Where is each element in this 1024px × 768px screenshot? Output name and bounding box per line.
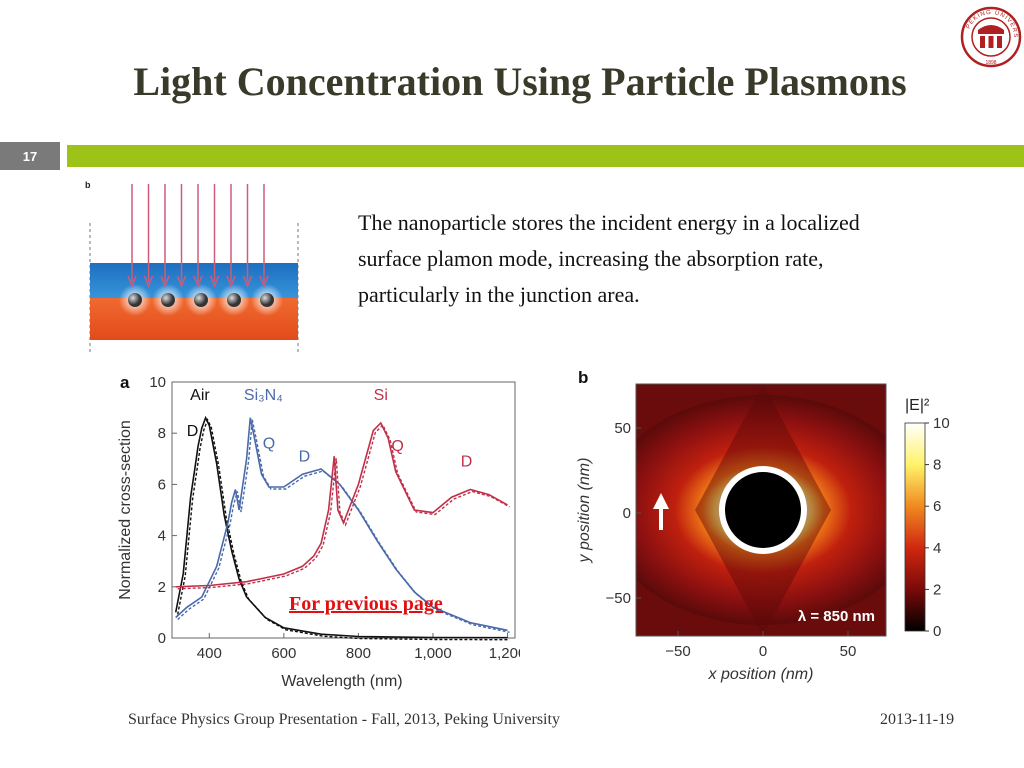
arrow-head-icon	[127, 275, 137, 289]
series-line	[175, 421, 508, 588]
colorbar-tick-label: 0	[933, 623, 941, 640]
wavelength-annotation: λ = 850 nm	[798, 608, 875, 625]
series-line-dashed	[177, 418, 510, 641]
x-tick-label: 800	[346, 645, 371, 662]
curve-annotation: D	[187, 423, 199, 440]
y-tick-label: 8	[158, 425, 166, 442]
arrow-head-icon	[143, 275, 154, 289]
y-tick-label: 0	[158, 630, 166, 647]
previous-page-link[interactable]: For previous page	[289, 593, 443, 615]
curve-annotation: Si	[374, 387, 388, 404]
y-tick-label: 6	[158, 476, 166, 493]
colorbar-tick-label: 4	[933, 540, 941, 557]
footer-text: Surface Physics Group Presentation - Fal…	[128, 711, 560, 728]
cross-section-chart: a 0 2 4 6 8 10 400 600 800 1,000 1,200 Air Si₃N₄ Si…	[117, 373, 520, 690]
colorbar-label: |E|²	[905, 397, 930, 414]
slide-title: Light Concentration Using Particle Plasm…	[133, 59, 907, 104]
chart-a-ylabel: Normalized cross-section	[117, 420, 134, 600]
y-tick-label: 50	[614, 420, 631, 437]
colorbar-tick-label: 8	[933, 457, 941, 474]
nanoparticle	[161, 293, 175, 307]
y-tick-label: 4	[158, 528, 166, 545]
arrow-head-icon	[226, 275, 236, 289]
series-line	[174, 415, 508, 639]
nanoparticle	[227, 293, 241, 307]
nanoparticle	[260, 293, 274, 307]
curve-annotation: Q	[263, 436, 275, 453]
colorbar-tick-label: 2	[933, 581, 941, 598]
curve-annotation: D	[299, 448, 311, 465]
arrow-head-icon	[176, 275, 187, 289]
logo-year: 1898	[985, 60, 996, 66]
x-tick-label: −50	[665, 643, 690, 660]
y-tick-label: 10	[149, 374, 166, 391]
x-tick-label: 0	[759, 643, 767, 660]
chart-a-xlabel: Wavelength (nm)	[281, 673, 402, 690]
footer-date: 2013-11-19	[880, 711, 955, 728]
chart-a-panel-label: a	[120, 373, 130, 392]
arrow-head-icon	[259, 275, 269, 289]
header-bar	[67, 145, 1024, 167]
y-tick-label: −50	[606, 590, 631, 607]
arrow-head-icon	[160, 275, 170, 289]
colorbar-tick-label: 6	[933, 498, 941, 515]
x-tick-label: 400	[197, 645, 222, 662]
curve-annotation: Q	[391, 438, 403, 455]
nanoparticle	[128, 293, 142, 307]
colorbar	[904, 422, 926, 632]
university-logo: PEKING UNIVERSITY 1898	[960, 6, 1022, 68]
chart-b-ylabel: y position (nm)	[576, 458, 593, 564]
curve-annotation: D	[461, 453, 473, 470]
x-tick-label: 600	[271, 645, 296, 662]
chart-b-xlabel: x position (nm)	[708, 666, 814, 683]
curve-annotation: Si₃N₄	[244, 387, 283, 404]
slide-number: 17	[0, 142, 60, 170]
x-tick-label: 1,200	[489, 645, 520, 662]
body-paragraph: The nanoparticle stores the incident ene…	[358, 210, 860, 307]
arrow-head-icon	[209, 275, 220, 289]
y-tick-label: 0	[623, 505, 631, 522]
chart-b-panel-label: b	[578, 368, 588, 387]
schematic-panel-label: b	[85, 180, 91, 190]
series-line	[175, 417, 508, 632]
polarization-arrow-icon	[653, 493, 669, 509]
curve-annotation: Air	[190, 387, 210, 404]
series-line-dashed	[177, 423, 510, 590]
y-tick-label: 2	[158, 579, 166, 596]
nanoparticle-schematic: b	[85, 180, 299, 353]
x-tick-label: 50	[840, 643, 857, 660]
x-tick-label: 1,000	[414, 645, 452, 662]
arrow-head-icon	[193, 275, 203, 289]
colorbar-tick-label: 10	[933, 415, 950, 432]
nanoparticle	[194, 293, 208, 307]
arrow-head-icon	[242, 275, 253, 289]
field-intensity-map: b λ = 850 nm 50 0 −50 −50 0 50 x position (n…	[576, 368, 950, 683]
